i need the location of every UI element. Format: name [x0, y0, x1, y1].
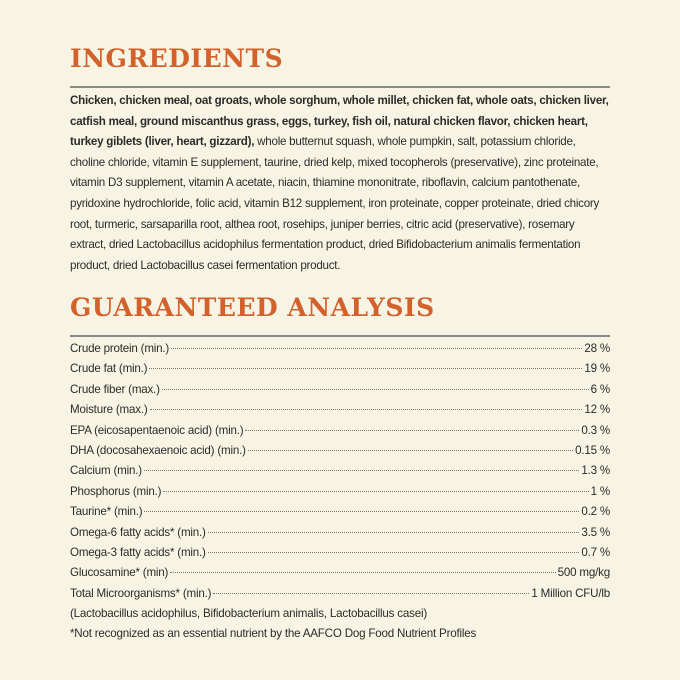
amount: 19 % [584, 362, 610, 376]
note: (Lactobacillus acidophilus, Bifidobacter… [70, 607, 428, 621]
amount: 3.5 % [581, 525, 610, 539]
rule [70, 86, 610, 88]
nutrient: Glucosamine* (min) [70, 566, 169, 580]
analysis-row: Total Microorganisms* (min.) 1 Million CF… [70, 587, 610, 607]
nutrient: Moisture (max.) [70, 403, 148, 417]
ingredients-text: Chicken, chicken meal, oat groats, whole… [70, 91, 610, 276]
nutrient: EPA (eicosapentaenoic acid) (min.) [70, 423, 244, 437]
analysis-row: Crude fiber (max.) 6 % [70, 383, 610, 403]
leader [245, 429, 580, 431]
nutrient: DHA (docosahexaenoic acid) (min.) [70, 443, 246, 457]
leader [213, 592, 530, 594]
leader [207, 531, 580, 533]
section-title: GUARANTEED ANALYSIS [70, 293, 435, 322]
analysis-row: Moisture (max.) 12 % [70, 403, 610, 423]
analysis-row: Glucosamine* (min) 500 mg/kg [70, 566, 610, 586]
analysis-row: Crude protein (min.) 28 % [70, 342, 610, 362]
leader [149, 368, 583, 370]
section-title: INGREDIENTS [70, 44, 284, 73]
analysis-row: Calcium (min.) 1.3 % [70, 464, 610, 484]
leader [170, 572, 556, 574]
leader [163, 490, 589, 492]
analysis-row: Omega-3 fatty acids* (min.) 0.7 % [70, 546, 610, 566]
leader [247, 449, 574, 451]
amount: 0.15 % [575, 443, 610, 457]
amount: 12 % [584, 403, 610, 417]
nutrient: Total Microorganisms* (min.) [70, 586, 212, 600]
analysis-row: EPA (eicosapentaenoic acid) (min.) 0.3 % [70, 424, 610, 444]
footnote: *Not recognized as an essential nutrient… [70, 627, 477, 641]
nutrient: Crude fat (min.) [70, 362, 148, 376]
leader [144, 511, 580, 513]
analysis-table: Crude protein (min.) 28 % Crude fat (min.)… [70, 342, 610, 648]
amount: 0.2 % [581, 505, 610, 519]
bold-ingredients: Chicken, chicken meal, oat groats, whole… [70, 94, 609, 149]
analysis-row: Crude fat (min.) 19 % [70, 362, 610, 382]
rule [70, 335, 610, 337]
amount: 0.7 % [581, 545, 610, 559]
amount: 500 mg/kg [557, 566, 611, 580]
amount: 1 Million CFU/lb [531, 586, 610, 600]
leader [149, 409, 583, 411]
amount: 1.3 % [581, 464, 610, 478]
leader [207, 551, 580, 553]
amount: 1 % [590, 484, 611, 498]
nutrient: Crude protein (min.) [70, 342, 170, 355]
nutrient: Omega-6 fatty acids* (min.) [70, 525, 206, 539]
leader [161, 388, 589, 390]
analysis-row: Phosphorus (min.) 1 % [70, 485, 610, 505]
analysis-row: DHA (docosahexaenoic acid) (min.) 0.15 % [70, 444, 610, 464]
nutrient: Calcium (min.) [70, 464, 142, 478]
amount: 6 % [590, 382, 611, 396]
analysis-row: Omega-6 fatty acids* (min.) 3.5 % [70, 526, 610, 546]
nutrient: Phosphorus (min.) [70, 484, 162, 498]
amount: 0.3 % [581, 423, 610, 437]
ingredients: whole butternut squash, whole pumpkin, s… [70, 135, 600, 272]
nutrient: Omega-3 fatty acids* (min.) [70, 545, 206, 559]
leader [143, 470, 580, 472]
nutrient: Taurine* (min.) [70, 505, 143, 519]
analysis-row: Taurine* (min.) 0.2 % [70, 505, 610, 525]
nutrient: Crude fiber (max.) [70, 382, 160, 396]
leader [171, 348, 583, 349]
amount: 28 % [584, 342, 610, 355]
